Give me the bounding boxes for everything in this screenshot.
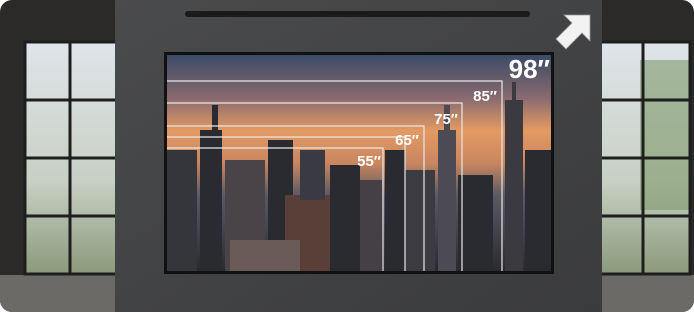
- light-bar: [185, 11, 530, 17]
- room: 98″ 85″ 75″ 65″ 55″: [0, 0, 694, 312]
- scene: 98″ 85″ 75″ 65″ 55″: [0, 0, 694, 312]
- size-label: 85″: [473, 88, 497, 105]
- size-label: 55″: [357, 153, 381, 170]
- size-label: 65″: [395, 132, 419, 149]
- size-label: 75″: [434, 111, 458, 128]
- size-label: 98″: [509, 54, 550, 84]
